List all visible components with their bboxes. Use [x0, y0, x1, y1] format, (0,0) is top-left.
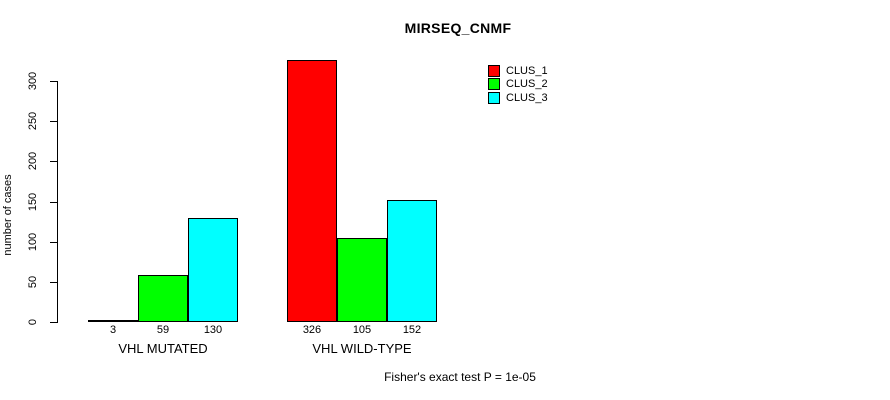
- bar-clus-1-vhl-wild-type: [287, 60, 337, 322]
- category-label-vhl-mutated: VHL MUTATED: [118, 341, 208, 356]
- footer-note: Fisher's exact test P = 1e-05: [384, 370, 536, 384]
- y-tick-label: 100: [27, 232, 39, 251]
- y-tick-mark: [50, 281, 57, 283]
- legend-item-clus-2: CLUS_2: [488, 78, 548, 91]
- y-axis-line: [57, 81, 59, 323]
- y-tick-mark: [50, 161, 57, 163]
- bar-value-label: 130: [203, 324, 223, 336]
- y-tick-label: 0: [27, 318, 39, 326]
- legend-item-clus-1: CLUS_1: [488, 64, 548, 77]
- legend: CLUS_1 CLUS_2 CLUS_3: [488, 64, 548, 105]
- y-tick-label: 200: [27, 152, 39, 171]
- bar-clus-3-vhl-mutated: [188, 217, 238, 322]
- y-tick-label: 50: [27, 275, 39, 288]
- bar-clus-1-vhl-mutated: [88, 319, 138, 322]
- legend-item-clus-3: CLUS_3: [488, 91, 548, 104]
- bar-value-label: 3: [109, 324, 117, 336]
- y-tick-label: 150: [27, 192, 39, 211]
- legend-swatch-icon: [488, 64, 500, 77]
- legend-label: CLUS_2: [506, 78, 548, 90]
- legend-label: CLUS_1: [506, 64, 548, 77]
- bar-clus-2-vhl-wild-type: [337, 237, 387, 322]
- y-tick-label: 300: [27, 71, 39, 91]
- y-tick-label: 250: [27, 111, 39, 131]
- bar-value-label: 326: [302, 324, 322, 336]
- chart-title: MIRSEQ_CNMF: [404, 20, 512, 36]
- y-tick-mark: [50, 81, 57, 82]
- y-tick-mark: [50, 121, 57, 123]
- bar-clus-3-vhl-wild-type: [387, 199, 437, 322]
- bar-value-label: 59: [156, 324, 170, 336]
- bar-value-label: 152: [402, 324, 422, 336]
- category-label-vhl-wild-type: VHL WILD-TYPE: [312, 341, 412, 356]
- legend-label: CLUS_3: [506, 91, 548, 104]
- bar-clus-2-vhl-mutated: [138, 274, 188, 322]
- y-tick-mark: [50, 322, 57, 323]
- y-tick-mark: [50, 201, 57, 203]
- legend-swatch-icon: [488, 91, 500, 104]
- bar-value-label: 105: [352, 324, 372, 336]
- y-tick-mark: [50, 241, 57, 243]
- legend-swatch-icon: [488, 78, 500, 90]
